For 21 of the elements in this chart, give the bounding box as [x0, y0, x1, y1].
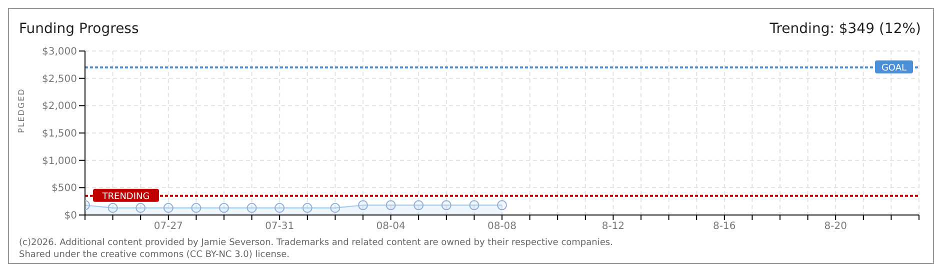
- y-tick-label: $500: [52, 183, 77, 194]
- text: (c)2026. Additional content provided by Jamie Severson. Trademarks and related content are owned by their respective companies.: [19, 238, 613, 248]
- ref-line-label: TRENDING: [101, 192, 150, 202]
- y-tick-label: $0: [64, 210, 77, 222]
- x-tick-label: 8-20: [824, 221, 847, 232]
- x-tick-label: 07-31: [265, 221, 294, 232]
- y-tick-label: $1,500: [42, 128, 77, 140]
- y-tick-label: $1,000: [42, 156, 77, 167]
- y-tick-label: $3,000: [42, 46, 77, 58]
- x-tick-label: 8-12: [602, 221, 625, 232]
- y-tick-label: $2,000: [42, 101, 77, 112]
- x-tick-label: 08-04: [376, 221, 406, 232]
- x-tick-label: 08-08: [487, 221, 517, 232]
- chart-title: Funding Progress: [19, 21, 139, 37]
- x-tick-label: 8-16: [713, 221, 736, 232]
- y-tick-label: $2,500: [42, 74, 77, 85]
- text: Shared under the creative commons (CC BY-NC 3.0) license.: [19, 250, 290, 260]
- ref-line-label: GOAL: [881, 63, 907, 74]
- y-axis-title: PLEDGED: [16, 88, 26, 133]
- text: Trending: $349 (12%): [770, 21, 921, 37]
- x-tick-label: 07-27: [154, 221, 183, 232]
